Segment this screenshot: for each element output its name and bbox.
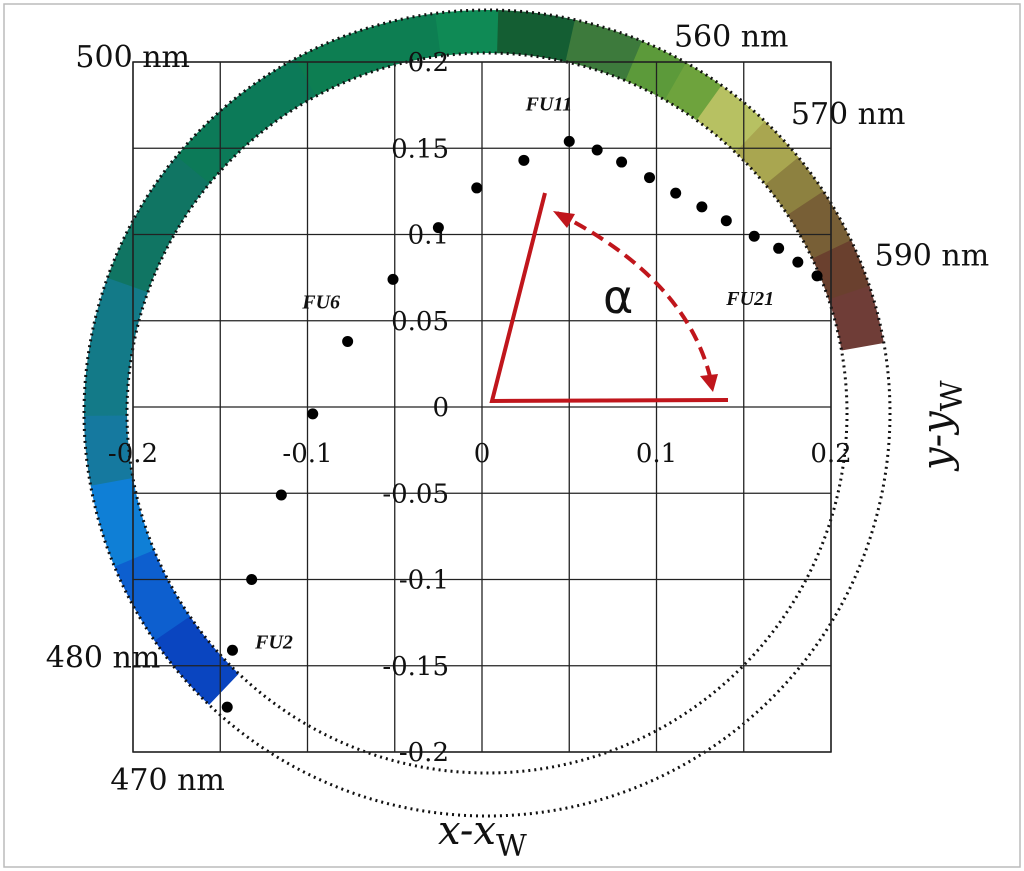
- data-point: [246, 574, 258, 585]
- data-point: [432, 222, 444, 234]
- fu-labels: FU2 FU6 FU11 FU21: [254, 93, 774, 653]
- x-tick-label: -0.1: [282, 439, 332, 469]
- hue-ring-segment-9: [497, 10, 578, 63]
- data-point: [748, 230, 760, 242]
- fu-label: FU11: [525, 93, 573, 115]
- hue-ring-segment-13: [696, 85, 767, 155]
- ring-inner-dotted-outline: [125, 51, 849, 775]
- arrowhead-top: [553, 211, 575, 228]
- fu-label: FU6: [301, 292, 340, 314]
- y-tick-label: -0.05: [382, 479, 449, 509]
- data-point: [518, 154, 530, 166]
- hue-ring-segment-7: [295, 13, 444, 97]
- wavelength-label: 470 nm: [110, 763, 225, 798]
- y-axis-title: y-yW: [914, 380, 970, 472]
- data-point: [670, 187, 682, 199]
- angle-annotation: α: [489, 192, 729, 404]
- hue-ring-segment-8: [435, 10, 502, 56]
- wavelength-label: 570 nm: [791, 97, 906, 132]
- hue-ring-segment-2: [90, 475, 155, 567]
- wavelength-label: 560 nm: [674, 19, 789, 54]
- angle-arc-arrow: [556, 211, 714, 386]
- angle-alpha-label: α: [603, 270, 633, 324]
- hue-ring-segment-18: [828, 285, 884, 351]
- data-point: [644, 172, 656, 184]
- wavelength-label: 500 nm: [75, 40, 190, 75]
- y-tick-label: 0.05: [391, 307, 449, 337]
- x-axis-title: x-xW: [438, 808, 527, 864]
- y-tick-label: -0.1: [399, 566, 449, 596]
- hue-ring-segment-17: [812, 240, 871, 302]
- fu-label: FU2: [254, 632, 293, 654]
- hue-ring-segment-3: [84, 413, 133, 486]
- fu-label: FU21: [725, 288, 774, 310]
- ring-outer-dotted-outline: [82, 8, 892, 818]
- data-point: [387, 273, 399, 285]
- x-tick-label: 0.2: [810, 439, 851, 469]
- data-point: [792, 256, 804, 268]
- data-point: [307, 408, 319, 420]
- data-point: [720, 215, 732, 227]
- y-tick-label: -0.2: [399, 738, 449, 768]
- figure-border: [3, 3, 1021, 868]
- data-points: [221, 135, 823, 713]
- data-point: [616, 156, 628, 168]
- hue-ring-segment-0: [152, 614, 239, 705]
- x-tick-label: 0: [474, 439, 491, 469]
- data-point: [342, 335, 354, 347]
- y-tick-label: 0.2: [408, 48, 449, 78]
- wavelength-label: 480 nm: [46, 640, 161, 675]
- data-point: [221, 701, 233, 713]
- y-tick-label: 0: [432, 393, 449, 423]
- data-point: [773, 242, 785, 254]
- x-tick-label: 0.1: [636, 439, 677, 469]
- angle-lines: [489, 192, 729, 404]
- arrowhead-bottom: [700, 374, 718, 392]
- x-tick-label: -0.2: [108, 439, 158, 469]
- hue-ring-segment-6: [176, 57, 318, 184]
- data-point: [563, 135, 575, 147]
- y-tick-label: -0.15: [382, 652, 449, 682]
- data-point: [811, 270, 823, 282]
- data-point: [226, 644, 238, 656]
- data-point: [591, 144, 603, 156]
- data-point: [471, 182, 483, 194]
- y-tick-label: 0.15: [391, 134, 449, 164]
- tick-labels: -0.2 -0.1 0 0.1 0.20.20.150.10.050-0.05-0.1-…: [108, 48, 852, 768]
- wavelength-label: 590 nm: [875, 239, 990, 274]
- data-point: [275, 489, 287, 501]
- wavelength-labels: 470 nm 480 nm 500 nm 560 nm 570 nm 590 nm: [46, 19, 989, 797]
- data-point: [696, 201, 708, 213]
- hue-ring-segment-16: [787, 191, 853, 261]
